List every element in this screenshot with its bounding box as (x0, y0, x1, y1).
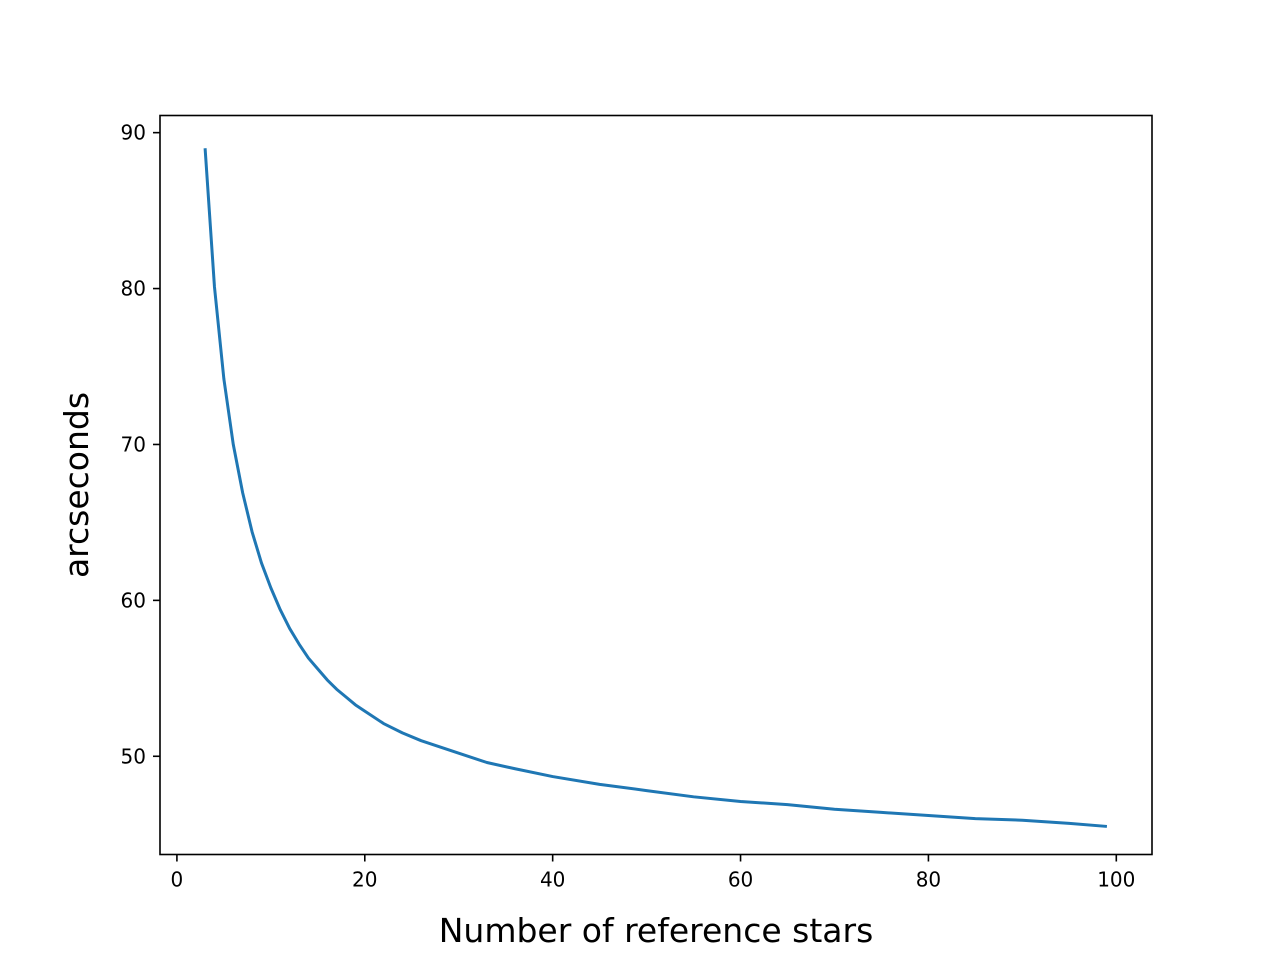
y-tick-label: 80 (121, 277, 146, 301)
x-tick-label: 60 (728, 868, 753, 892)
series-layer (203, 148, 1108, 828)
y-tick-label: 50 (121, 744, 146, 768)
x-axis-ticks: 0 20 40 60 80 100 (171, 854, 1135, 892)
y-tick-label: 70 (121, 432, 146, 456)
series-line (203, 148, 1108, 828)
y-axis-ticks: 50 60 70 80 90 (121, 121, 160, 768)
x-tick-label: 80 (916, 868, 941, 892)
plot-frame (159, 114, 1153, 856)
x-tick-label: 40 (540, 868, 565, 892)
y-axis-label: arcseconds (57, 392, 96, 578)
y-tick-label: 60 (121, 588, 146, 612)
x-tick-label: 100 (1097, 868, 1135, 892)
x-tick-label: 20 (352, 868, 377, 892)
x-axis-label: Number of reference stars (439, 911, 874, 950)
x-tick-label: 0 (171, 868, 184, 892)
plot-area (160, 115, 1152, 855)
y-tick-label: 90 (121, 121, 146, 145)
